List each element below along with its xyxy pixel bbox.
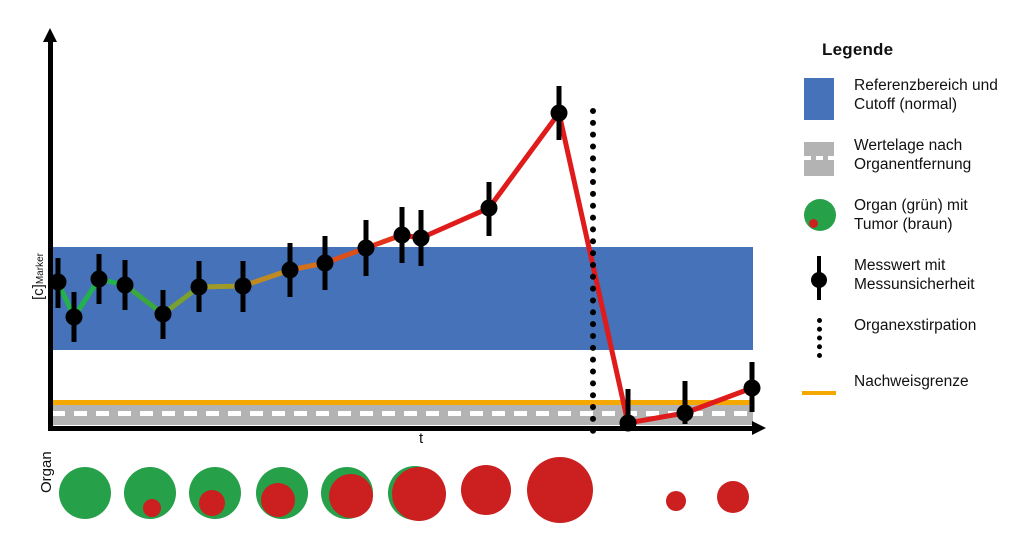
data-point[interactable]: [316, 254, 334, 272]
tumor-circle: [392, 467, 446, 521]
tumor-circle: [199, 490, 225, 516]
extirpation-dotted-line-icon: [800, 316, 844, 362]
legend-item-organ-tumor: Organ (grün) mit Tumor (braun): [800, 196, 1024, 242]
extirpation-line: [590, 108, 596, 434]
organ-timeline-row: Organ: [0, 440, 790, 547]
data-point[interactable]: [743, 379, 761, 397]
tumor-circle: [717, 481, 749, 513]
detection-limit-line: [52, 400, 753, 405]
data-point[interactable]: [676, 404, 694, 422]
legend-item-post-resection-band: Wertelage nach Organentfernung: [800, 136, 1024, 182]
data-point[interactable]: [190, 278, 208, 296]
data-point[interactable]: [154, 305, 172, 323]
legend-label-reference-band: Referenzbereich und Cutoff (normal): [854, 77, 998, 113]
measurement-errorbar-icon: [800, 256, 844, 302]
trend-segment: [625, 410, 688, 426]
reference-band-swatch-icon: [800, 76, 844, 122]
organ-circle: [59, 467, 111, 519]
data-point[interactable]: [412, 229, 430, 247]
organ-timeline-graphics: [59, 457, 749, 523]
y-axis-label-main: [c]: [30, 284, 47, 300]
post-resection-band-swatch-icon: [800, 136, 844, 182]
trend-segment: [418, 205, 492, 241]
legend-title: Legende: [822, 40, 894, 59]
tumor-circle: [143, 499, 161, 517]
legend-label-organ-tumor: Organ (grün) mit Tumor (braun): [854, 197, 968, 233]
legend-item-extirpation: Organexstirpation: [800, 316, 1024, 362]
data-point[interactable]: [393, 226, 411, 244]
tumor-circle: [261, 483, 295, 517]
y-axis-arrow: [43, 28, 57, 42]
data-point[interactable]: [480, 199, 498, 217]
trend-segment: [486, 110, 562, 211]
data-point[interactable]: [357, 239, 375, 257]
tumor-circle: [461, 465, 511, 515]
x-axis: [48, 426, 754, 431]
trend-segment: [682, 385, 755, 416]
data-point[interactable]: [65, 308, 83, 326]
plot-area: [c]Marker t: [30, 28, 766, 447]
organ-tumor-circle-icon: [800, 196, 844, 242]
y-axis-label: [c]Marker: [30, 253, 47, 300]
y-axis: [48, 40, 53, 430]
reference-band: [52, 247, 753, 350]
data-point[interactable]: [90, 270, 108, 288]
legend-label-measurement: Messwert mit Messunsicherheit: [854, 257, 975, 293]
data-point[interactable]: [281, 261, 299, 279]
tumor-circle: [329, 474, 373, 518]
detection-limit-line-icon: [800, 372, 844, 418]
organ-circle: [124, 467, 176, 519]
tumor-circle: [666, 491, 686, 511]
y-axis-label-subscript: Marker: [35, 253, 46, 285]
data-point[interactable]: [116, 276, 134, 294]
data-point[interactable]: [550, 104, 568, 122]
data-point[interactable]: [234, 277, 252, 295]
legend-item-reference-band: Referenzbereich und Cutoff (normal): [800, 76, 1024, 122]
post-resection-level-line: [52, 411, 753, 416]
legend-label-detection-limit: Nachweisgrenze: [854, 373, 969, 390]
x-axis-label: t: [419, 430, 424, 447]
legend: Legende Referenzbereich und Cutoff (norma…: [800, 40, 1024, 432]
legend-label-post-resection-band: Wertelage nach Organentfernung: [854, 137, 972, 173]
legend-item-measurement: Messwert mit Messunsicherheit: [800, 256, 1024, 302]
legend-label-extirpation: Organexstirpation: [854, 317, 977, 334]
x-axis-arrow: [752, 421, 766, 435]
tumor-circle: [527, 457, 593, 523]
legend-item-detection-limit: Nachweisgrenze: [800, 372, 1024, 418]
data-point[interactable]: [49, 273, 67, 291]
